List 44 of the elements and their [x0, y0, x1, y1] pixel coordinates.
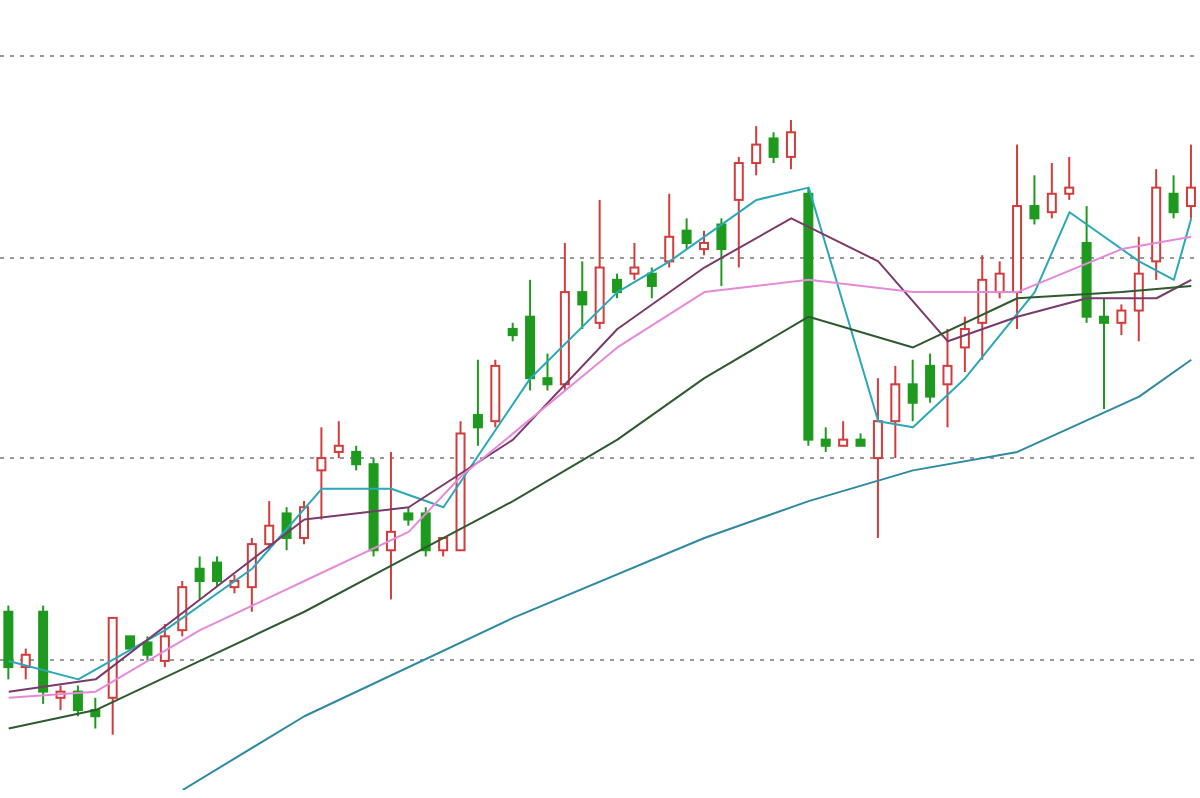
candlestick	[177, 580, 188, 638]
candlestick	[925, 352, 936, 404]
candlestick	[838, 420, 849, 447]
candlestick	[264, 500, 275, 552]
candlestick	[733, 155, 744, 269]
candlestick	[159, 623, 170, 669]
candlestick	[507, 321, 518, 343]
candlestick	[194, 555, 205, 601]
candlestick	[612, 272, 623, 300]
candlestick	[72, 684, 83, 718]
candlestick	[316, 426, 327, 521]
candlestick	[351, 444, 362, 472]
candlestick	[699, 229, 709, 257]
candlestick	[820, 426, 831, 453]
candlestick	[1168, 174, 1179, 220]
candlestick	[959, 315, 970, 374]
candlestick	[1029, 174, 1040, 226]
candlestick	[785, 120, 796, 171]
candlestick	[872, 377, 883, 539]
candlestick	[994, 260, 1005, 300]
candlestick	[664, 192, 675, 269]
candlestick	[646, 266, 657, 300]
candlestick	[890, 364, 901, 460]
candlestick	[768, 131, 779, 165]
candlestick	[1046, 162, 1057, 220]
candlestick	[1116, 303, 1127, 337]
candlestick	[942, 327, 953, 429]
candlestick	[577, 260, 588, 330]
candlestick	[977, 254, 988, 361]
candlestick	[542, 352, 553, 392]
candlestick	[716, 217, 727, 287]
candlestick	[751, 125, 762, 177]
candlestick	[1133, 235, 1144, 343]
candlestick	[212, 555, 223, 589]
candlestick	[420, 506, 431, 558]
candlestick	[142, 635, 153, 662]
candlestick	[333, 420, 344, 460]
candlestick	[472, 358, 483, 447]
candlestick	[681, 217, 692, 251]
candlestick	[629, 241, 640, 281]
candlestick	[403, 506, 414, 527]
candlestick	[1099, 297, 1109, 410]
candlestick	[907, 358, 918, 423]
candlestick	[1064, 155, 1075, 201]
